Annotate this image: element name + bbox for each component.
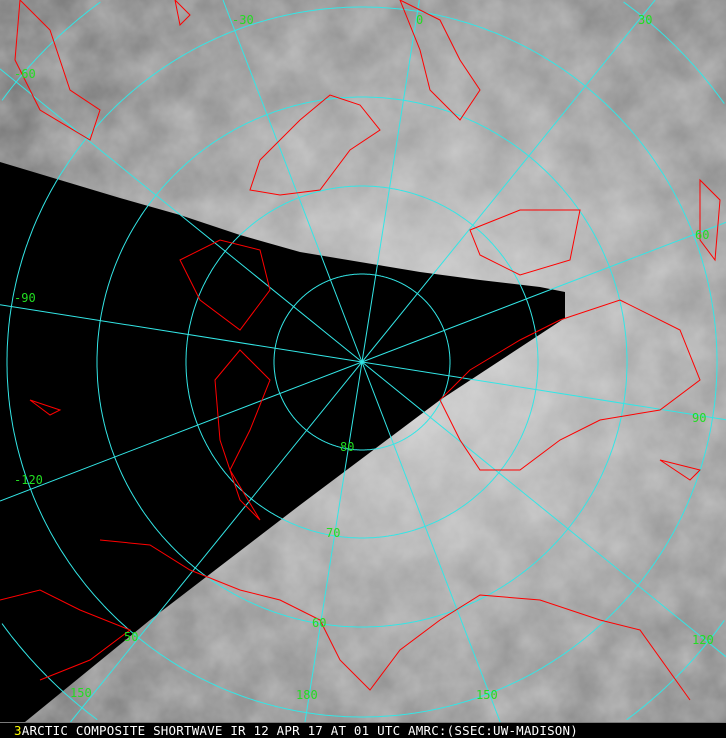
map-canvas: -30 0 30 -60 -90 -120 150 180 150 120 90 60 80 70 60 50 xyxy=(0,0,726,722)
longitude-label: 120 xyxy=(692,633,714,647)
longitude-label: 150 xyxy=(476,688,498,702)
latitude-circle xyxy=(96,96,628,628)
frame-number: 3 xyxy=(14,723,22,738)
caption-text: ARCTIC COMPOSITE SHORTWAVE IR 12 APR 17 … xyxy=(21,723,578,738)
meridian-line xyxy=(222,0,363,363)
latitude-circle xyxy=(273,273,451,451)
latitude-circle xyxy=(6,6,718,718)
meridian-line xyxy=(0,361,363,502)
meridian-line xyxy=(361,361,726,658)
longitude-label: -60 xyxy=(14,67,36,81)
meridian-line xyxy=(361,221,726,363)
latitude-circle xyxy=(1,1,725,721)
meridian-line xyxy=(70,361,363,722)
latitude-label: 50 xyxy=(124,630,138,644)
latitude-label: 80 xyxy=(340,440,354,454)
longitude-label: 30 xyxy=(638,13,652,27)
meridian-line xyxy=(361,361,726,421)
meridian-line xyxy=(361,361,501,722)
meridian-line xyxy=(361,0,656,363)
no-data-wedge xyxy=(0,162,565,722)
coastlines xyxy=(0,0,721,701)
longitude-label: 150 xyxy=(70,686,92,700)
longitude-label: -30 xyxy=(232,13,254,27)
latitude-label: 70 xyxy=(326,526,340,540)
meridian-line xyxy=(361,0,420,363)
longitude-label: -90 xyxy=(14,291,36,305)
longitude-label: 60 xyxy=(695,228,709,242)
longitude-label: -120 xyxy=(14,473,43,487)
longitude-label: 180 xyxy=(296,688,318,702)
longitude-label: 90 xyxy=(692,411,706,425)
image-caption: 3ARCTIC COMPOSITE SHORTWAVE IR 12 APR 17… xyxy=(0,723,726,738)
latitude-label: 60 xyxy=(312,616,326,630)
longitude-label: 0 xyxy=(416,13,423,27)
meridian-line xyxy=(304,361,363,722)
graticule-labels: -30 0 30 -60 -90 -120 150 180 150 120 90 60 80 70 60 50 xyxy=(14,13,714,702)
graticule xyxy=(0,0,726,722)
meridian-line xyxy=(0,304,363,363)
meridian-line xyxy=(0,68,363,363)
latitude-circle xyxy=(185,185,539,539)
